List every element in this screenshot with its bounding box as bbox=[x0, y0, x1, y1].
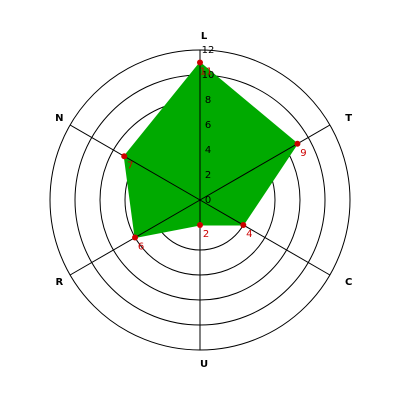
axis-line bbox=[69, 124, 201, 201]
axis-label: U bbox=[200, 359, 208, 370]
data-label: 2 bbox=[203, 229, 209, 240]
data-label: 4 bbox=[246, 229, 252, 240]
marker bbox=[197, 222, 203, 228]
axis-line bbox=[199, 199, 331, 276]
axis-label: C bbox=[345, 277, 352, 288]
data-label: 11 bbox=[200, 67, 213, 78]
r-tick-label: 4 bbox=[205, 145, 211, 156]
axis-label: R bbox=[56, 277, 64, 288]
marker bbox=[132, 234, 139, 241]
axis-label: T bbox=[345, 113, 352, 124]
r-tick-label: 10 bbox=[202, 70, 215, 81]
marker bbox=[294, 140, 301, 147]
data-label: 9 bbox=[300, 148, 306, 159]
r-tick-label: 6 bbox=[205, 120, 211, 131]
r-tick-label: 0 bbox=[205, 195, 211, 206]
axis-label: L bbox=[201, 31, 208, 42]
marker bbox=[240, 222, 247, 228]
data-label: 7 bbox=[127, 160, 133, 171]
axis-line bbox=[199, 124, 331, 201]
r-tick-label: 12 bbox=[202, 45, 215, 56]
marker bbox=[197, 59, 203, 66]
marker bbox=[121, 153, 128, 160]
data-label: 6 bbox=[138, 242, 144, 253]
r-tick-label: 2 bbox=[205, 170, 211, 181]
axis-label: N bbox=[55, 113, 63, 124]
r-tick-label: 8 bbox=[205, 95, 211, 106]
